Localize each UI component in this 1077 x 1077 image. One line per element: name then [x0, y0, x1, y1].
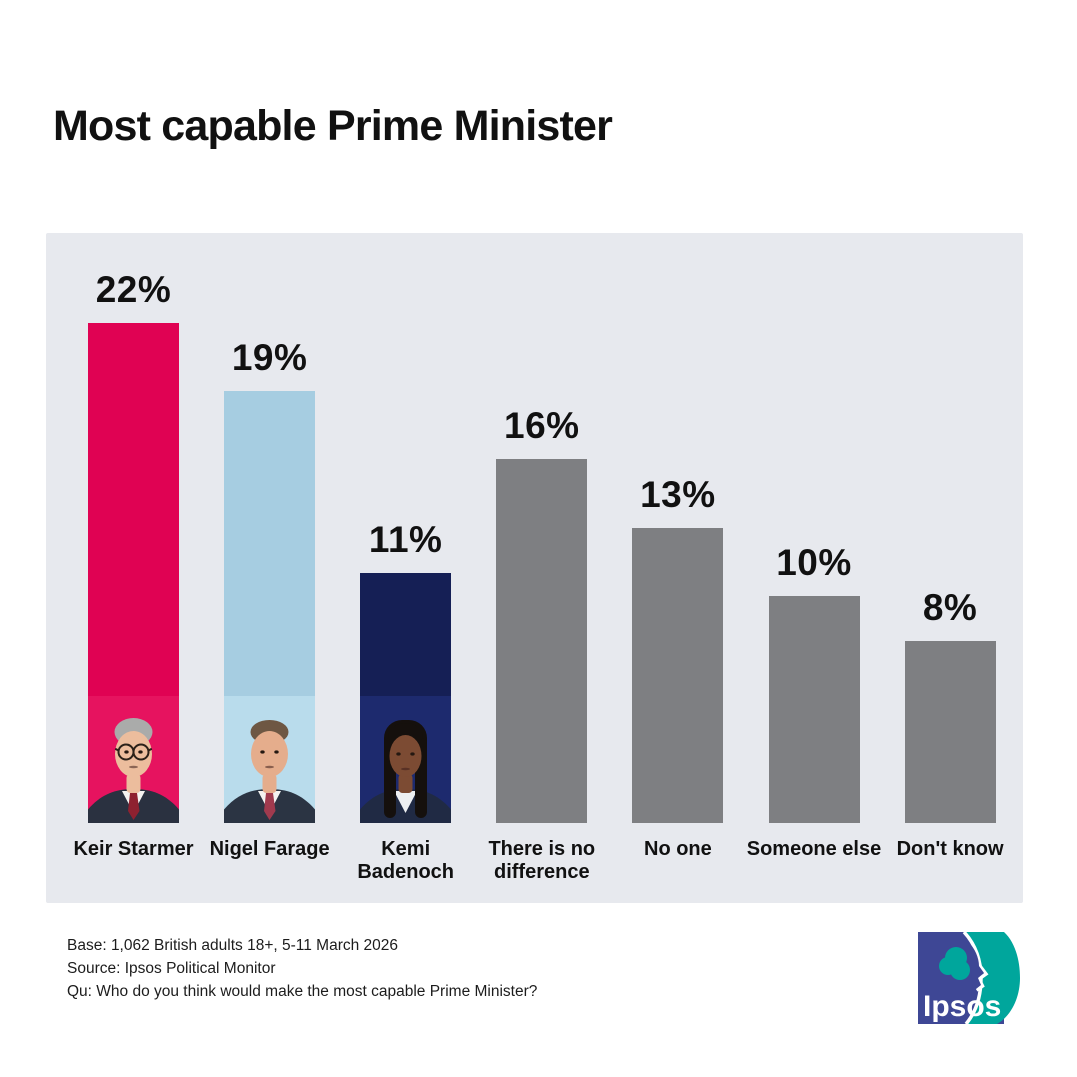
category-label-someone-else: Someone else — [746, 838, 882, 860]
ipsos-logo: Ipsos — [918, 930, 1022, 1026]
kemi-badenoch-photo — [360, 696, 452, 823]
bar-no-one — [632, 528, 724, 823]
chart-panel: 22% Keir Starmer 19% Nigel Farage 11% Kemi Ba… — [46, 233, 1023, 903]
page-title: Most capable Prime Minister — [53, 102, 613, 150]
category-label-no-one: No one — [644, 838, 712, 860]
footnotes: Base: 1,062 British adults 18+, 5-11 Mar… — [67, 934, 537, 1003]
base-note: Base: 1,062 British adults 18+, 5-11 Mar… — [67, 937, 399, 954]
ipsos-logo-icon: Ipsos — [918, 930, 1020, 1026]
category-label-nigel-farage: Nigel Farage — [209, 838, 330, 860]
bar-someone-else — [768, 596, 860, 823]
keir-starmer-photo — [88, 696, 179, 823]
bar-nigel-farage — [224, 391, 316, 823]
category-label-there-is-no-difference: There is no difference — [488, 838, 596, 883]
value-label-kemi-badenoch: 11% — [368, 519, 443, 560]
bar-keir-starmer — [88, 323, 179, 823]
bar-there-is-no-difference — [496, 459, 588, 823]
bar-kemi-badenoch — [360, 573, 452, 823]
source-note: Source: Ipsos Political Monitor — [67, 960, 276, 977]
nigel-farage-photo — [224, 696, 316, 823]
category-label-keir-starmer: Keir Starmer — [73, 838, 194, 860]
value-label-there-is-no-difference: 16% — [504, 405, 580, 446]
value-label-keir-starmer: 22% — [95, 269, 172, 310]
category-label-kemi-badenoch: Kemi Badenoch — [357, 838, 455, 883]
ipsos-logo-text: Ipsos — [923, 990, 1001, 1023]
question-note: Qu: Who do you think would make the most… — [67, 983, 538, 1000]
value-label-no-one: 13% — [640, 474, 716, 515]
bar-don-t-know — [904, 641, 996, 823]
value-label-nigel-farage: 19% — [231, 337, 308, 378]
value-label-someone-else: 10% — [776, 542, 852, 583]
category-label-don-t-know: Don't know — [896, 838, 1004, 860]
value-label-don-t-know: 8% — [922, 587, 978, 628]
